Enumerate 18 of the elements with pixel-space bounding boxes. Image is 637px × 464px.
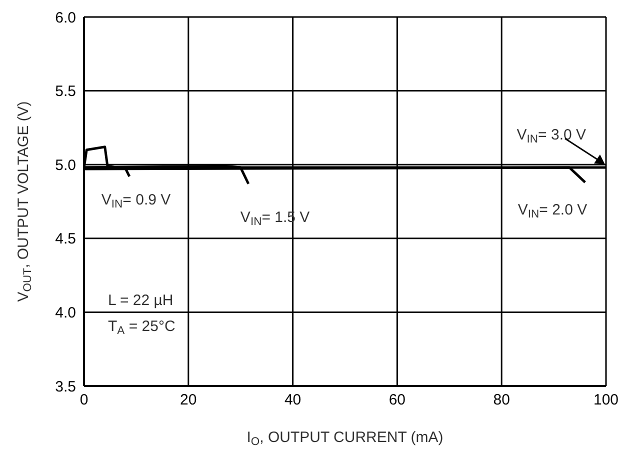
x-axis-title: I$_{O}$, OUTPUT CURRENT (mA): [246, 429, 444, 448]
y-tick-label: 3.5: [55, 378, 76, 396]
series-label: V$_{IN}$= 3.0 V: [516, 126, 586, 146]
annotation: L = 22 µH: [108, 292, 174, 309]
series-label: V$_{IN}$= 0.9 V: [101, 191, 171, 211]
y-tick-label: 5.0: [55, 156, 76, 174]
x-tick-label: 100: [593, 392, 619, 409]
y-tick-label: 4.5: [55, 230, 76, 248]
x-tick-label: 60: [388, 392, 406, 409]
y-tick-label: 6.0: [55, 9, 76, 26]
x-tick-label: 0: [80, 392, 88, 409]
x-tick-label: 80: [493, 392, 510, 409]
x-tick-label: 20: [180, 392, 197, 409]
x-tick-label: 40: [284, 392, 302, 409]
y-tick-label: 5.5: [55, 83, 76, 100]
annotation: T$_{A}$ = 25°C: [108, 318, 176, 338]
series-label: V$_{IN}$= 2.0 V: [518, 201, 588, 221]
y-tick-label: 4.0: [55, 304, 76, 322]
